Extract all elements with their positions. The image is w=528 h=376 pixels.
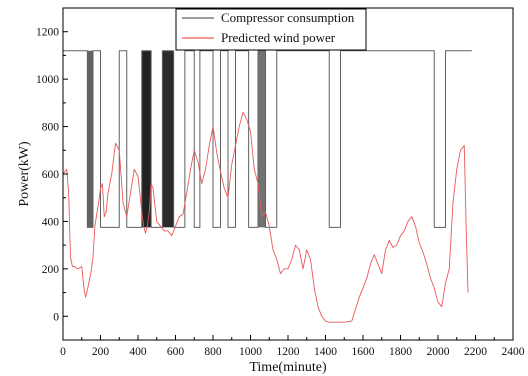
shaded-band [87, 50, 93, 228]
x-tick-label: 400 [129, 346, 147, 358]
x-tick-label: 1200 [277, 346, 300, 358]
x-axis-title: Time(minute) [249, 360, 327, 375]
x-axis: 0 200 400 600 800 1000 1200 1400 1600 1800 2000 220… [60, 335, 525, 358]
series-line-predicted-wind-power [62, 111, 469, 323]
x-tick-label: 800 [204, 346, 222, 358]
shaded-band [141, 50, 152, 228]
y-axis-title: Power(kW) [17, 141, 32, 207]
legend-box [175, 8, 367, 51]
shaded-bands [87, 50, 266, 228]
x-tick-label: 200 [92, 346, 110, 358]
y-tick-label: 400 [42, 216, 60, 228]
shaded-band [258, 50, 266, 228]
x-tick-label: 1000 [239, 346, 262, 358]
x-tick-label: 0 [60, 346, 66, 358]
legend-label-compressor: Compressor consumption [221, 10, 355, 25]
series-layer [62, 50, 472, 323]
x-tick-label: 1800 [389, 346, 412, 358]
shaded-band [162, 50, 174, 228]
x-tick-label: 1600 [352, 346, 375, 358]
y-tick-label: 1000 [36, 74, 59, 86]
x-tick-label: 2200 [464, 346, 487, 358]
y-tick-label: 0 [53, 311, 59, 323]
legend: Compressor consumption Predicted wind po… [175, 8, 367, 51]
y-tick-label: 800 [42, 122, 60, 134]
y-tick-label: 1200 [36, 27, 59, 39]
y-tick-label: 200 [42, 264, 60, 276]
legend-label-wind: Predicted wind power [221, 30, 336, 45]
x-tick-label: 1400 [314, 346, 337, 358]
y-tick-label: 600 [42, 169, 60, 181]
x-tick-label: 2400 [502, 346, 525, 358]
x-tick-label: 2000 [427, 346, 450, 358]
x-tick-label: 600 [167, 346, 185, 358]
series-line-compressor-consumption [63, 50, 472, 228]
y-axis: 0 200 400 600 800 1000 1200 [36, 7, 68, 341]
